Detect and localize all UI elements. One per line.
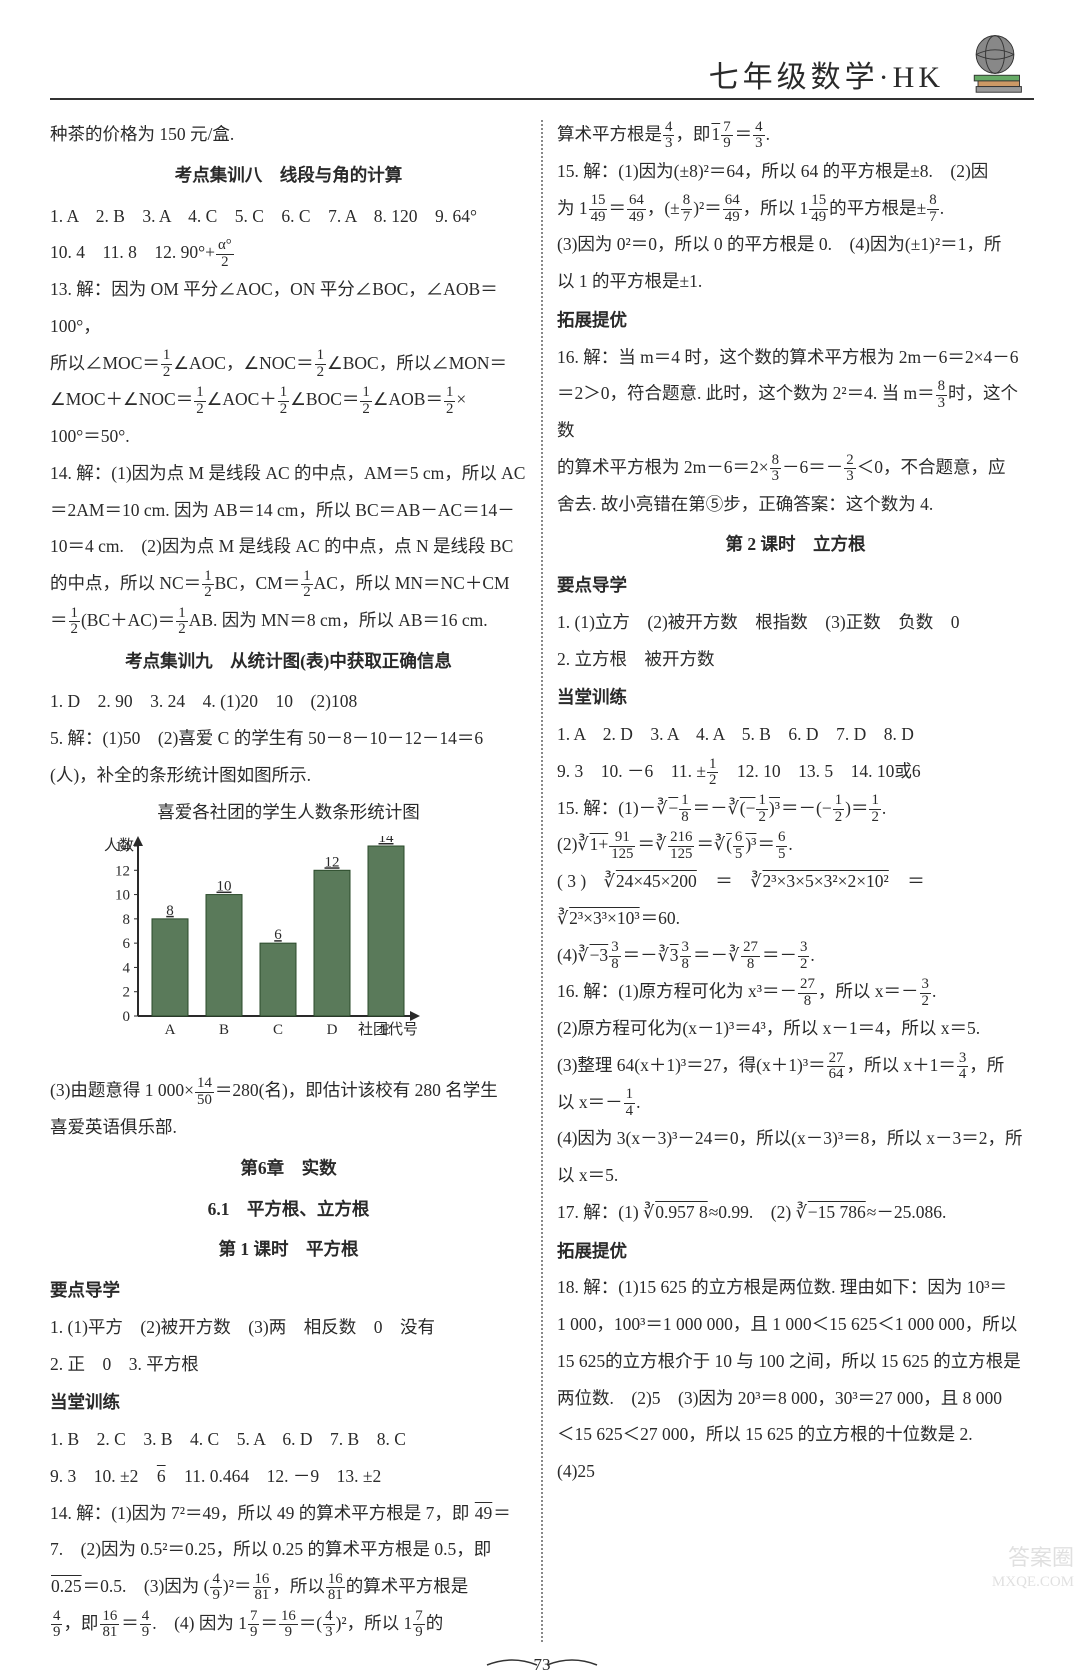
subhead: 要点导学 xyxy=(50,1272,527,1309)
svg-text:人数: 人数 xyxy=(104,837,134,854)
text: 10＝4 cm. (2)因为点 M 是线段 AC 的中点，点 N 是线段 BC xyxy=(50,528,527,565)
text: 舍去. 故小亮错在第⑤步，正确答案：这个数为 4. xyxy=(557,486,1034,523)
watermark: 答案圈 MXQE.COM xyxy=(992,1544,1074,1592)
text: ＜15 625＜27 000，所以 15 625 的立方根的十位数是 2. xyxy=(557,1416,1034,1453)
text: 7. (2)因为 0.5²＝0.25，所以 0.25 的算术平方根是 0.5，即 xyxy=(50,1531,527,1568)
text: 17. 解：(1) ∛0.957 8≈0.99. (2) ∛−15 786≈－2… xyxy=(557,1194,1034,1231)
text: 1 000，100³＝1 000 000，且 1 000＜15 625＜1 00… xyxy=(557,1306,1034,1343)
text: 13. 解：因为 OM 平分∠AOC，ON 平分∠BOC，∠AOB＝100°， xyxy=(50,271,527,345)
subhead: 拓展提优 xyxy=(557,302,1034,339)
svg-text:D: D xyxy=(327,1022,338,1038)
text: 算术平方根是43，即179＝43. xyxy=(557,116,1034,153)
subhead: 当堂训练 xyxy=(50,1384,527,1421)
text: 9. 3 10. －6 11. ±12 12. 10 13. 5 14. 10或… xyxy=(557,753,1034,790)
svg-text:2: 2 xyxy=(123,985,131,1001)
subhead: 要点导学 xyxy=(557,567,1034,604)
svg-text:73: 73 xyxy=(534,1655,551,1674)
text: 14. 解：(1)因为 7²＝49，所以 49 的算术平方根是 7，即 49＝ xyxy=(50,1495,527,1532)
svg-text:12: 12 xyxy=(115,864,130,880)
svg-text:0: 0 xyxy=(123,1009,131,1025)
text: 16. 解：(1)原方程可化为 x³＝－278，所以 x＝－32. xyxy=(557,973,1034,1010)
text: (3)由题意得 1 000×1450＝280(名)，即估计该校有 280 名学生 xyxy=(50,1072,527,1109)
svg-text:6: 6 xyxy=(123,936,131,952)
text: ∛2³×3³×10³＝60. xyxy=(557,900,1034,937)
text: 2. 正 0 3. 平方根 xyxy=(50,1346,527,1383)
chapter-title: 第6章 实数 xyxy=(50,1150,527,1187)
page-number: 73 xyxy=(50,1652,1034,1678)
left-column: 种茶的价格为 150 元/盒. 考点集训八 线段与角的计算 1. A 2. B … xyxy=(50,116,527,1642)
text: 0.25＝0.5. (3)因为 (49)²＝1681，所以1681的算术平方根是 xyxy=(50,1568,527,1605)
text: ＝12(BC＋AC)＝12AB. 因为 MN＝8 cm，所以 AB＝16 cm. xyxy=(50,602,527,639)
section-title: 考点集训八 线段与角的计算 xyxy=(50,157,527,194)
text: (2)∛1+91125＝∛216125＝∛(65)³＝65. xyxy=(557,826,1034,863)
svg-text:14: 14 xyxy=(379,836,395,846)
text: 15 625的立方根介于 10 与 100 之间，所以 15 625 的立方根是 xyxy=(557,1343,1034,1380)
text: 10. 4 11. 8 12. 90°+α°2 xyxy=(50,234,527,271)
header-title: 七年级数学·HK xyxy=(709,52,944,96)
svg-text:8: 8 xyxy=(166,903,174,919)
subhead: 当堂训练 xyxy=(557,679,1034,716)
text: (人)，补全的条形统计图如图所示. xyxy=(50,757,527,794)
lesson-title: 第 2 课时 立方根 xyxy=(557,526,1034,563)
text: 种茶的价格为 150 元/盒. xyxy=(50,116,527,153)
content-columns: 种茶的价格为 150 元/盒. 考点集训八 线段与角的计算 1. A 2. B … xyxy=(50,116,1034,1642)
text: (2)原方程可化为(x－1)³＝4³，所以 x－1＝4，所以 x＝5. xyxy=(557,1010,1034,1047)
text: 以 1 的平方根是±1. xyxy=(557,263,1034,300)
svg-text:10: 10 xyxy=(115,888,130,904)
text: 9. 3 10. ±2 6 11. 0.464 12. －9 13. ±2 xyxy=(50,1458,527,1495)
text: (4)25 xyxy=(557,1453,1034,1490)
text: 1. (1)立方 (2)被开方数 根指数 (3)正数 负数 0 xyxy=(557,604,1034,641)
text: 1. A 2. B 3. A 4. C 5. C 6. C 7. A 8. 12… xyxy=(50,198,527,235)
text: 以 x＝－14. xyxy=(557,1084,1034,1121)
text: 16. 解：当 m＝4 时，这个数的算术平方根为 2m－6＝2×4－6 xyxy=(557,339,1034,376)
section-title: 6.1 平方根、立方根 xyxy=(50,1191,527,1228)
text: (3)因为 0²＝0，所以 0 的平方根是 0. (4)因为(±1)²＝1，所 xyxy=(557,226,1034,263)
text: ＝2AM＝10 cm. 因为 AB＝14 cm，所以 BC＝AB－AC＝14－ xyxy=(50,492,527,529)
text: 所以∠MOC＝12∠AOC，∠NOC＝12∠BOC，所以∠MON＝ xyxy=(50,345,527,382)
text: ＝2＞0，符合题意. 此时，这个数为 2²＝4. 当 m＝83时，这个数 xyxy=(557,375,1034,449)
text: ∠MOC＋∠NOC＝12∠AOC＋12∠BOC＝12∠AOB＝12× xyxy=(50,381,527,418)
text: 为 11549＝6449，(±87)²＝6449，所以 11549的平方根是±8… xyxy=(557,190,1034,227)
text: 以 x＝5. xyxy=(557,1157,1034,1194)
svg-text:6: 6 xyxy=(274,927,282,943)
chart-title: 喜爱各社团的学生人数条形统计图 xyxy=(50,794,527,831)
globe-books-icon xyxy=(956,30,1034,96)
text: 5. 解：(1)50 (2)喜爱 C 的学生有 50－8－10－12－14＝6 xyxy=(50,720,527,757)
svg-text:社团代号: 社团代号 xyxy=(358,1021,418,1038)
text: 两位数. (2)5 (3)因为 20³＝8 000，30³＝27 000，且 8… xyxy=(557,1380,1034,1417)
text: 1. B 2. C 3. B 4. C 5. A 6. D 7. B 8. C xyxy=(50,1421,527,1458)
svg-text:4: 4 xyxy=(123,961,131,977)
lesson-title: 第 1 课时 平方根 xyxy=(50,1231,527,1268)
text: 15. 解：(1)－∛−18＝－∛(−12)³＝－(−12)＝12. xyxy=(557,790,1034,827)
text: 1. D 2. 90 3. 24 4. (1)20 10 (2)108 xyxy=(50,683,527,720)
text: 的算术平方根为 2m－6＝2×83－6＝－23＜0，不合题意，应 xyxy=(557,449,1034,486)
text: 喜爱英语俱乐部. xyxy=(50,1109,527,1146)
text: 15. 解：(1)因为(±8)²＝64，所以 64 的平方根是±8. (2)因 xyxy=(557,153,1034,190)
svg-text:12: 12 xyxy=(325,855,340,871)
svg-text:10: 10 xyxy=(217,879,232,895)
text: (3)整理 64(x＋1)³＝27，得(x＋1)³＝2764，所以 x＋1＝34… xyxy=(557,1047,1034,1084)
text: 49，即1681＝49. (4) 因为 179＝169＝(43)²，所以 179… xyxy=(50,1605,527,1642)
svg-text:C: C xyxy=(273,1022,283,1038)
subhead: 拓展提优 xyxy=(557,1233,1034,1270)
column-divider xyxy=(541,120,543,1642)
text: 18. 解：(1)15 625 的立方根是两位数. 理由如下：因为 10³＝ xyxy=(557,1269,1034,1306)
svg-text:8: 8 xyxy=(123,912,131,928)
text: 1. A 2. D 3. A 4. A 5. B 6. D 7. D 8. D xyxy=(557,716,1034,753)
text: 2. 立方根 被开方数 xyxy=(557,641,1034,678)
svg-text:B: B xyxy=(219,1022,229,1038)
bar-chart: 024681012148A10B6C12D14E人数社团代号 xyxy=(90,836,420,1066)
text: 100°＝50°. xyxy=(50,418,527,455)
text: ( 3 ) ∛24×45×200 ＝ ∛2³×3×5×3²×2×10² ＝ xyxy=(557,863,1034,900)
svg-text:A: A xyxy=(165,1022,176,1038)
text: (4)因为 3(x－3)³－24＝0，所以(x－3)³＝8，所以 x－3＝2，所 xyxy=(557,1120,1034,1157)
text: 的中点，所以 NC＝12BC，CM＝12AC，所以 MN＝NC＋CM xyxy=(50,565,527,602)
text: 1. (1)平方 (2)被开方数 (3)两 相反数 0 没有 xyxy=(50,1309,527,1346)
bar-chart-svg: 024681012148A10B6C12D14E人数社团代号 xyxy=(90,836,420,1046)
text: (4)∛−338＝－∛338＝－∛278＝－32. xyxy=(557,937,1034,974)
right-column: 算术平方根是43，即179＝43. 15. 解：(1)因为(±8)²＝64，所以… xyxy=(557,116,1034,1642)
section-title: 考点集训九 从统计图(表)中获取正确信息 xyxy=(50,643,527,680)
text: 14. 解：(1)因为点 M 是线段 AC 的中点，AM＝5 cm，所以 AC xyxy=(50,455,527,492)
page-header: 七年级数学·HK xyxy=(50,30,1034,100)
